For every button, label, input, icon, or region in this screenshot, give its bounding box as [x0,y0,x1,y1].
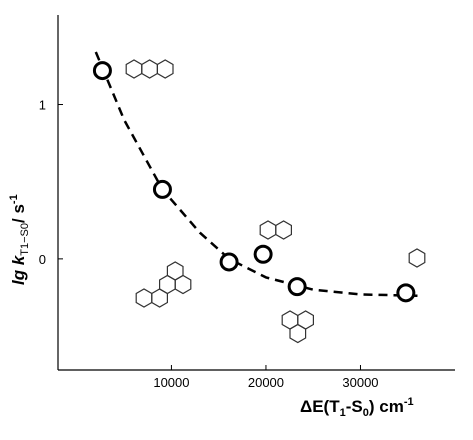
label-part: T1−S0 [19,223,31,256]
x-tick-label: 30000 [342,375,378,390]
molecule-icon [125,59,143,79]
molecule-icon [275,220,292,240]
label-part: -S [346,397,363,416]
label-part: -1 [404,396,414,408]
y-tick-label: 1 [39,98,46,113]
label-part: 0 [363,407,369,419]
data-point [253,244,273,264]
molecule-icon [156,59,174,79]
label-part: ) cm [369,397,404,416]
data-point [396,283,416,303]
data-point [152,179,172,199]
molecule-icon [135,288,153,308]
data-point [92,61,112,81]
x-tick-label: 20000 [248,375,284,390]
label-part: -1 [8,194,20,204]
label-part: ΔE(T [300,397,340,416]
y-tick-label: 0 [39,252,46,267]
label-part: 1 [340,407,346,419]
label-part: lg k [9,254,28,285]
molecule-icon [259,220,277,240]
data-point [219,252,239,272]
molecule-icon [166,261,184,281]
x-axis-label: ΔE(T1-S0) cm-1 [300,396,414,419]
x-tick-label: 10000 [153,375,189,390]
label-part: / s [9,204,28,223]
y-axis-label: lg kT1−S0/ s-1 [8,194,31,285]
molecule-icon [141,59,158,79]
data-point [287,277,307,297]
molecule-icon [289,323,307,344]
molecule-icon [408,248,426,268]
